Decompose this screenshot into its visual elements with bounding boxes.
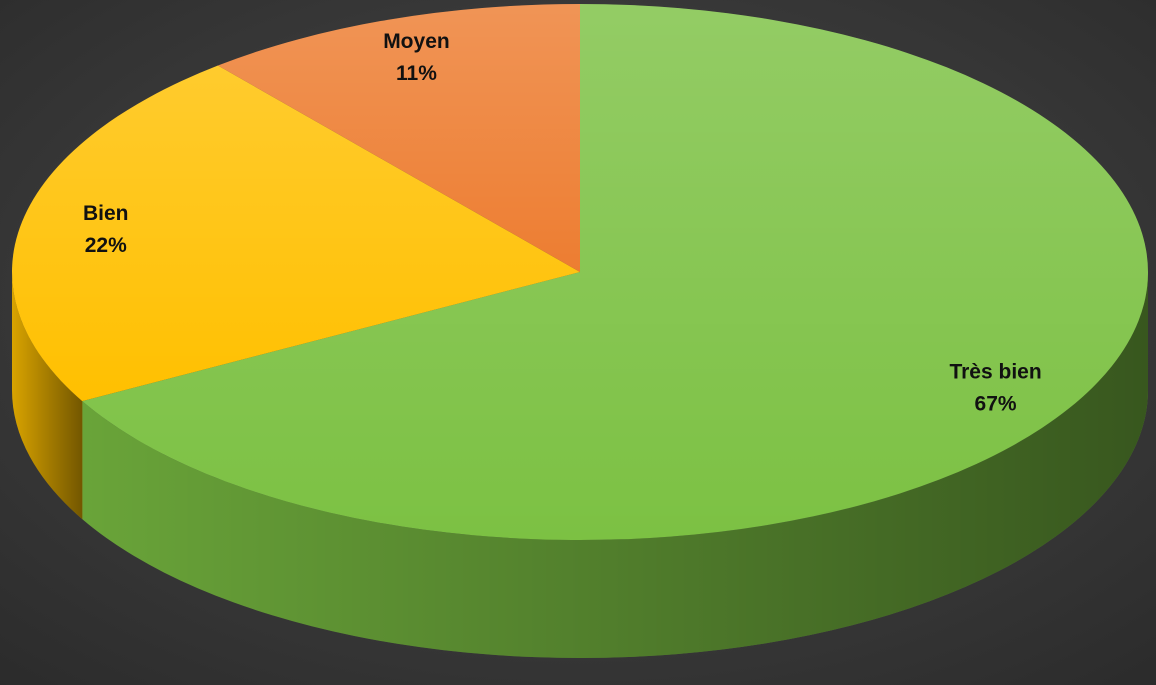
slice-side-shade (82, 272, 1148, 658)
category-label: Bien (83, 202, 129, 225)
value-label: 11% (396, 62, 437, 85)
pie-tops (12, 4, 1148, 540)
slice-gloss (12, 65, 581, 402)
pie-sides (12, 272, 1148, 658)
slice-gloss (217, 4, 580, 272)
slice-side-shade (12, 272, 83, 520)
slice-gloss (82, 4, 1148, 540)
data-labels: Très bien 67% Bien 22% Moyen 11% (83, 30, 1042, 415)
value-label: 67% (975, 393, 1017, 416)
category-label: Moyen (383, 30, 450, 53)
value-label: 22% (85, 234, 127, 257)
category-label: Très bien (949, 361, 1041, 384)
